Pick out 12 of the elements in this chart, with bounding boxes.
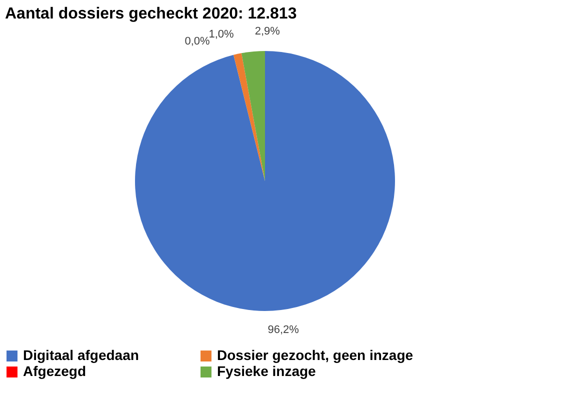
legend-label: Digitaal afgedaan — [23, 347, 139, 363]
data-label: 96,2% — [268, 324, 300, 336]
text: 0,0% — [184, 35, 210, 48]
legend-label: Afgezegd — [23, 363, 86, 379]
chart-title: Aantal dossiers gecheckt 2020: 12.813 — [5, 6, 297, 23]
legend-label: Dossier gezocht, geen inzage — [217, 347, 414, 363]
pie-slice — [135, 51, 395, 311]
data-label: 2,9% — [254, 26, 280, 38]
pie-slice — [233, 53, 265, 181]
data-label: 1,0% — [208, 28, 234, 40]
legend-label: Fysieke inzage — [217, 363, 316, 379]
pie-slice — [241, 51, 265, 181]
